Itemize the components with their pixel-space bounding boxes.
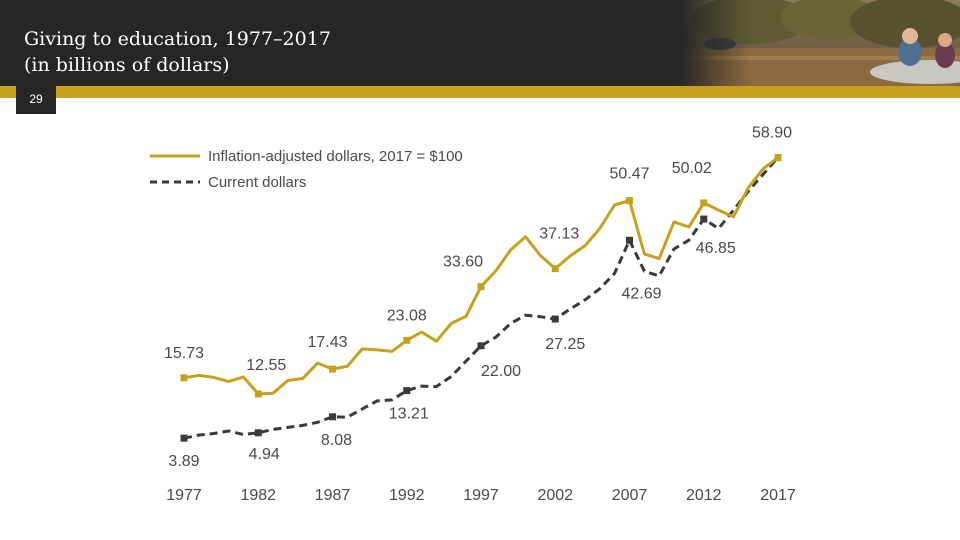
marker-adjusted-1992	[403, 336, 411, 344]
data-label-adjusted-1997: 33.60	[443, 254, 483, 271]
data-label-adjusted-1977: 15.73	[164, 345, 204, 362]
marker-current-1987	[329, 413, 336, 421]
marker-current-1997	[477, 342, 485, 350]
data-label-current-2007: 42.69	[621, 285, 661, 302]
chart-series	[183, 156, 780, 440]
data-label-adjusted-1982: 12.55	[246, 357, 286, 374]
marker-current-2007	[626, 236, 633, 244]
data-label-current-1997: 22.00	[481, 363, 521, 380]
x-tick-2002: 2002	[537, 487, 573, 504]
marker-adjusted-1977	[180, 374, 188, 382]
data-label-current-2012: 46.85	[696, 240, 736, 257]
legend-label-inflation-adjusted: Inflation-adjusted dollars, 2017 = $100	[208, 148, 463, 165]
data-label-current-1992: 13.21	[389, 406, 429, 423]
x-tick-1982: 1982	[240, 487, 276, 504]
x-tick-2007: 2007	[612, 487, 648, 504]
marker-current-1977	[180, 434, 188, 442]
marker-adjusted-2007	[626, 197, 633, 205]
data-label-adjusted-2002: 37.13	[539, 226, 579, 243]
data-label-current-1977: 3.89	[168, 453, 199, 470]
data-label-current-1987: 8.08	[321, 432, 352, 449]
header-photo	[680, 0, 960, 86]
x-tick-1987: 1987	[315, 487, 351, 504]
marker-adjusted-2017	[774, 154, 782, 162]
data-label-adjusted-2017: 58.90	[752, 125, 792, 142]
marker-current-2012	[700, 215, 708, 223]
slide-header: Giving to education, 1977–2017 (in billi…	[0, 0, 960, 86]
x-tick-1977: 1977	[166, 487, 202, 504]
chart-markers	[180, 154, 782, 442]
series-line-current-dollars	[183, 156, 780, 440]
marker-adjusted-1997	[477, 283, 485, 291]
data-label-adjusted-1987: 17.43	[307, 334, 347, 351]
chart-legend: Inflation-adjusted dollars, 2017 = $100 …	[150, 148, 463, 191]
data-label-adjusted-2012: 50.02	[672, 160, 712, 177]
x-tick-2012: 2012	[686, 487, 722, 504]
marker-adjusted-1987	[329, 365, 336, 373]
gold-divider	[0, 86, 960, 98]
slide-title-line-1: Giving to education, 1977–2017	[24, 28, 331, 50]
marker-current-2002	[551, 315, 559, 323]
marker-adjusted-2012	[700, 199, 708, 207]
marker-adjusted-1982	[254, 390, 262, 398]
legend-label-current-dollars: Current dollars	[208, 174, 306, 191]
marker-current-1992	[403, 387, 411, 395]
data-label-current-1982: 4.94	[249, 446, 280, 463]
marker-adjusted-2002	[551, 265, 559, 273]
x-tick-2017: 2017	[760, 487, 796, 504]
x-tick-1992: 1992	[389, 487, 425, 504]
data-label-current-2002: 27.25	[545, 336, 585, 353]
slide-title-line-2: (in billions of dollars)	[24, 54, 230, 76]
chart-data-labels: 15.73 12.55 17.43 23.08 33.60 37.13 50.47 50.02…	[164, 125, 792, 471]
slide-number: 29	[16, 86, 56, 114]
chart-x-axis-ticks: 1977 1982 1987 1992 1997 2002 2007 2012 2017	[166, 487, 796, 504]
marker-current-1982	[254, 429, 262, 437]
slide-title: Giving to education, 1977–2017 (in billi…	[24, 26, 331, 78]
data-label-adjusted-1992: 23.08	[387, 307, 427, 324]
data-label-adjusted-2007: 50.47	[609, 166, 649, 183]
x-tick-1997: 1997	[463, 487, 499, 504]
